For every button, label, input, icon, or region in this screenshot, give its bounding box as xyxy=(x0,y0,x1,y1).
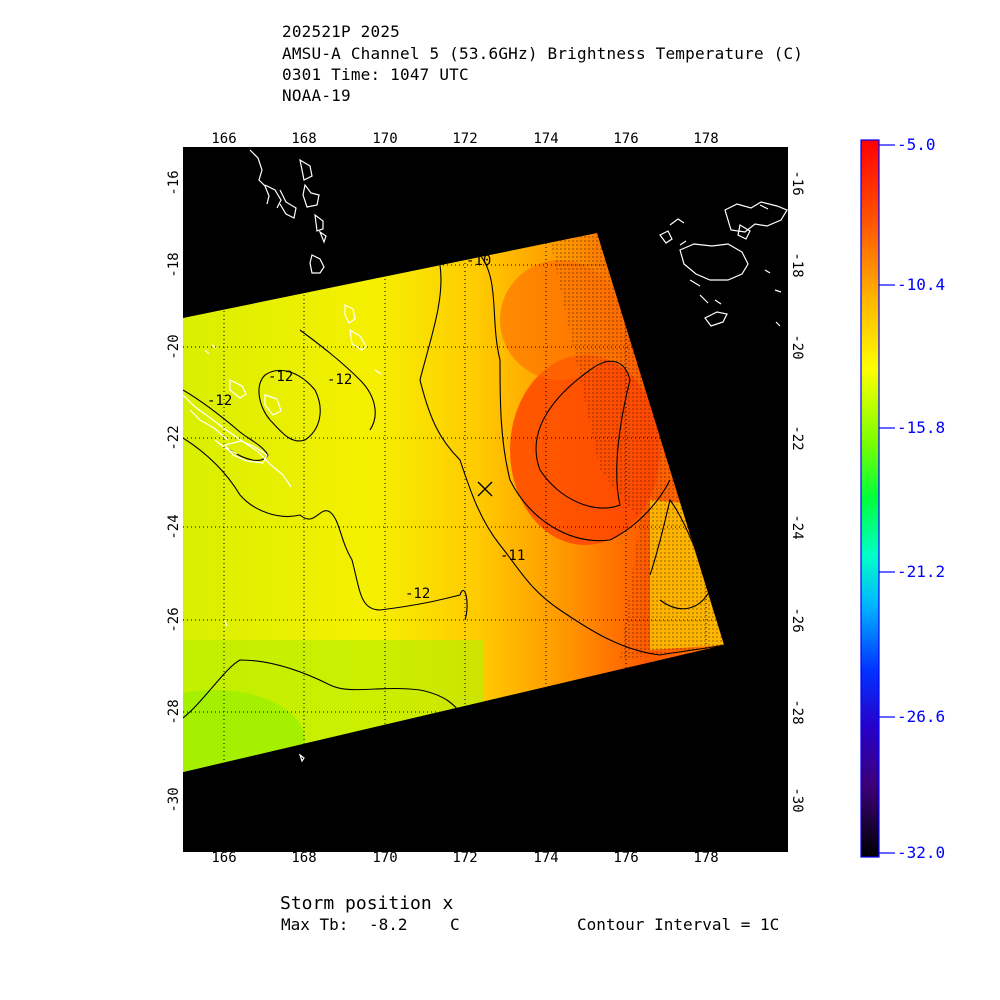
lon-tick-label: 172 xyxy=(452,131,477,147)
lat-tick-label: -22 xyxy=(789,425,805,450)
colorbar-label: -10.4 xyxy=(897,275,945,294)
lon-tick-label: 166 xyxy=(211,131,236,147)
colorbar-labels: -5.0 -10.4 -15.8 -21.2 -26.6 -32.0 xyxy=(897,135,945,862)
bottom-lon-labels: 166 168 170 172 174 176 178 xyxy=(211,850,718,866)
contour-label: -12 xyxy=(268,369,293,385)
product-title: AMSU-A Channel 5 (53.6GHz) Brightness Te… xyxy=(282,44,804,63)
lat-tick-label: -18 xyxy=(789,252,805,277)
colorbar xyxy=(860,139,880,858)
lat-tick-label: -30 xyxy=(789,787,805,812)
contour-label-group: -10 -12 -12 -12 -11 -12 xyxy=(207,253,525,602)
contour-interval: Contour Interval = 1C xyxy=(577,915,780,934)
colorbar-ticks xyxy=(879,144,895,854)
lat-tick-label: -24 xyxy=(166,514,182,539)
lon-tick-label: 168 xyxy=(291,131,316,147)
left-lat-labels: -16 -18 -20 -22 -24 -26 -28 -30 xyxy=(166,170,182,812)
contour-label: -12 xyxy=(405,586,430,602)
lat-tick-label: -24 xyxy=(789,514,805,539)
lon-tick-label: 168 xyxy=(291,850,316,866)
lon-tick-label: 176 xyxy=(613,850,638,866)
contour-label: -10 xyxy=(466,253,491,269)
contour-label: -12 xyxy=(327,372,352,388)
lat-tick-label: -18 xyxy=(166,252,182,277)
lon-tick-label: 176 xyxy=(613,131,638,147)
lat-tick-label: -22 xyxy=(166,425,182,450)
lon-tick-label: 174 xyxy=(533,131,558,147)
lat-tick-label: -16 xyxy=(166,170,182,195)
colorbar-label: -5.0 xyxy=(897,135,936,154)
time-title: 0301 Time: 1047 UTC xyxy=(282,65,469,84)
lon-tick-label: 174 xyxy=(533,850,558,866)
max-tb-label: Max Tb: xyxy=(281,915,349,934)
right-lat-labels: -16 -18 -20 -22 -24 -26 -28 -30 xyxy=(789,170,805,812)
lat-tick-label: -30 xyxy=(166,787,182,812)
coastlines xyxy=(183,149,788,763)
lat-tick-label: -26 xyxy=(789,607,805,632)
lon-tick-label: 166 xyxy=(211,850,236,866)
lat-tick-label: -20 xyxy=(789,334,805,359)
contour-label: -12 xyxy=(207,393,232,409)
lat-tick-label: -16 xyxy=(789,170,805,195)
lat-tick-label: -26 xyxy=(166,607,182,632)
lon-tick-label: 170 xyxy=(372,131,397,147)
max-tb-value: -8.2 xyxy=(369,915,408,934)
lon-tick-label: 172 xyxy=(452,850,477,866)
max-tb-unit: C xyxy=(450,915,460,934)
lon-tick-label: 178 xyxy=(693,850,718,866)
contour-lines xyxy=(183,254,724,719)
satellite-title: NOAA-19 xyxy=(282,86,351,105)
colorbar-label: -32.0 xyxy=(897,843,945,862)
lat-tick-label: -20 xyxy=(166,334,182,359)
storm-position-marker xyxy=(477,481,493,497)
lat-tick-label: -28 xyxy=(166,699,182,724)
contour-label: -11 xyxy=(500,548,525,564)
storm-id-title: 202521P 2025 xyxy=(282,22,400,41)
storm-position-legend: Storm position x xyxy=(280,893,454,914)
lon-tick-label: 178 xyxy=(693,131,718,147)
top-lon-labels: 166 168 170 172 174 176 178 xyxy=(211,131,718,147)
colorbar-label: -26.6 xyxy=(897,707,945,726)
lat-tick-label: -28 xyxy=(789,699,805,724)
colorbar-label: -15.8 xyxy=(897,418,945,437)
lon-tick-label: 170 xyxy=(372,850,397,866)
colorbar-label: -21.2 xyxy=(897,562,945,581)
